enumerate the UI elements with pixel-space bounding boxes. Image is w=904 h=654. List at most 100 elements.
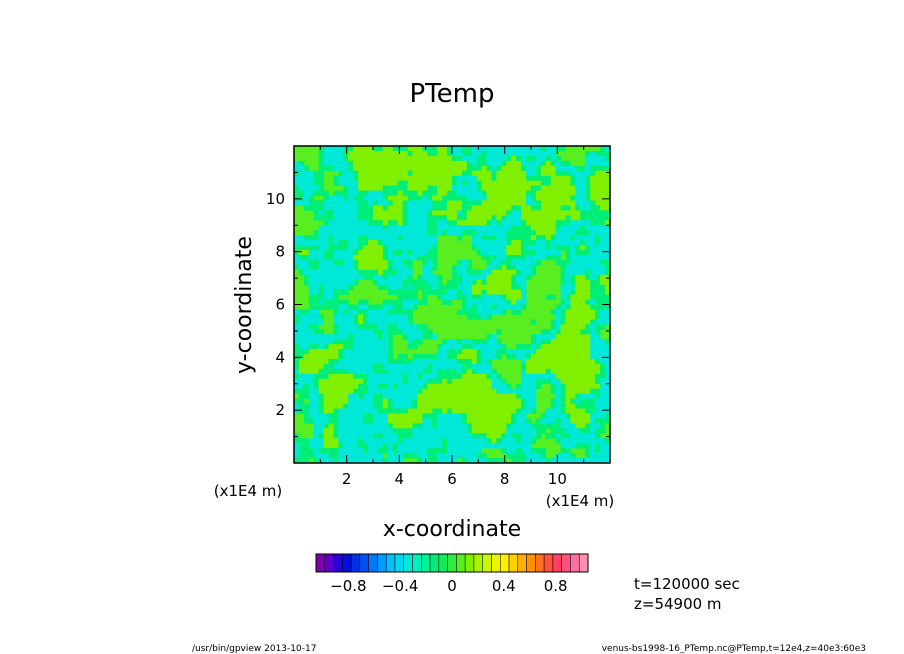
field-cell xyxy=(466,279,473,286)
field-cell xyxy=(555,146,562,152)
field-cell xyxy=(521,413,527,419)
field-cell xyxy=(303,438,310,444)
field-cell xyxy=(580,358,586,365)
field-cell xyxy=(565,443,571,449)
field-cell xyxy=(333,175,339,182)
field-cell xyxy=(550,354,557,360)
field-cell xyxy=(555,259,562,266)
field-cell xyxy=(531,408,537,414)
height-annotation: z=54900 m xyxy=(634,595,722,613)
field-cell xyxy=(338,423,344,429)
field-cell xyxy=(427,240,433,246)
field-cell xyxy=(447,413,453,419)
field-cell xyxy=(313,299,320,305)
field-cell xyxy=(333,413,339,419)
field-cell xyxy=(560,160,566,167)
colorbar-swatch xyxy=(315,553,326,573)
field-cell xyxy=(555,215,562,221)
field-cell xyxy=(343,344,349,350)
field-cell xyxy=(358,210,364,216)
field-cell xyxy=(407,289,413,295)
field-cell xyxy=(437,195,443,201)
field-cell xyxy=(417,210,423,216)
field-cell xyxy=(417,378,423,385)
field-cell xyxy=(294,443,300,449)
field-cell xyxy=(358,250,364,256)
field-cell xyxy=(580,180,586,187)
field-cell xyxy=(338,200,344,206)
field-cell xyxy=(486,190,492,196)
field-cell xyxy=(535,160,542,167)
field-cell xyxy=(590,443,596,449)
field-cell xyxy=(392,398,399,404)
field-cell xyxy=(545,240,552,246)
field-cell xyxy=(565,438,571,444)
field-cell xyxy=(452,175,458,182)
field-cell xyxy=(363,388,369,395)
chart-title: PTemp xyxy=(410,79,495,109)
field-cell xyxy=(353,160,359,167)
field-cell xyxy=(516,393,522,400)
field-cell xyxy=(397,363,404,370)
field-cell xyxy=(501,160,507,167)
field-cell xyxy=(540,230,547,236)
field-cell xyxy=(585,358,591,365)
field-cell xyxy=(486,180,492,187)
field-cell xyxy=(338,170,344,177)
field-cell xyxy=(565,453,571,459)
field-cell xyxy=(461,259,468,266)
field-cell xyxy=(392,383,399,390)
field-cell xyxy=(565,180,571,187)
field-cell xyxy=(526,220,532,226)
field-cell xyxy=(456,428,463,434)
field-cell xyxy=(343,329,349,335)
field-cell xyxy=(303,408,310,414)
field-cell xyxy=(368,443,374,449)
field-cell xyxy=(486,363,492,370)
field-cell xyxy=(565,423,571,429)
field-cell xyxy=(303,165,310,172)
field-cell xyxy=(580,314,586,320)
field-cell xyxy=(521,264,527,271)
field-cell xyxy=(417,453,423,459)
field-cell xyxy=(461,413,468,419)
field-cell xyxy=(491,354,497,360)
field-cell xyxy=(303,334,310,340)
field-cell xyxy=(516,344,522,350)
field-cell xyxy=(368,225,374,231)
field-cell xyxy=(447,160,453,167)
field-cell xyxy=(348,259,354,266)
field-cell xyxy=(511,180,517,187)
field-cell xyxy=(600,354,606,360)
field-cell xyxy=(452,279,458,286)
field-cell xyxy=(303,349,310,355)
field-cell xyxy=(605,160,611,167)
field-cell xyxy=(358,170,364,177)
field-cell xyxy=(358,245,364,251)
field-cell xyxy=(432,423,438,429)
field-cell xyxy=(373,423,379,429)
field-cell xyxy=(590,314,596,320)
field-cell xyxy=(432,220,438,226)
field-cell xyxy=(590,175,596,182)
field-cell xyxy=(516,304,522,310)
field-cell xyxy=(338,358,344,365)
field-cell xyxy=(407,443,413,449)
field-cell xyxy=(303,363,310,370)
field-cell xyxy=(595,453,601,459)
field-cell xyxy=(392,458,399,464)
field-cell xyxy=(452,428,458,434)
field-cell xyxy=(516,388,522,395)
field-cell xyxy=(358,259,364,266)
field-cell xyxy=(466,215,473,221)
field-cell xyxy=(476,294,483,300)
field-cell xyxy=(338,304,344,310)
field-cell xyxy=(382,299,389,305)
field-cell xyxy=(456,368,463,375)
field-cell xyxy=(511,408,517,414)
field-cell xyxy=(466,155,473,162)
field-cell xyxy=(313,398,320,404)
field-cell xyxy=(377,349,384,355)
field-cell xyxy=(506,408,512,414)
field-cell xyxy=(313,354,320,360)
